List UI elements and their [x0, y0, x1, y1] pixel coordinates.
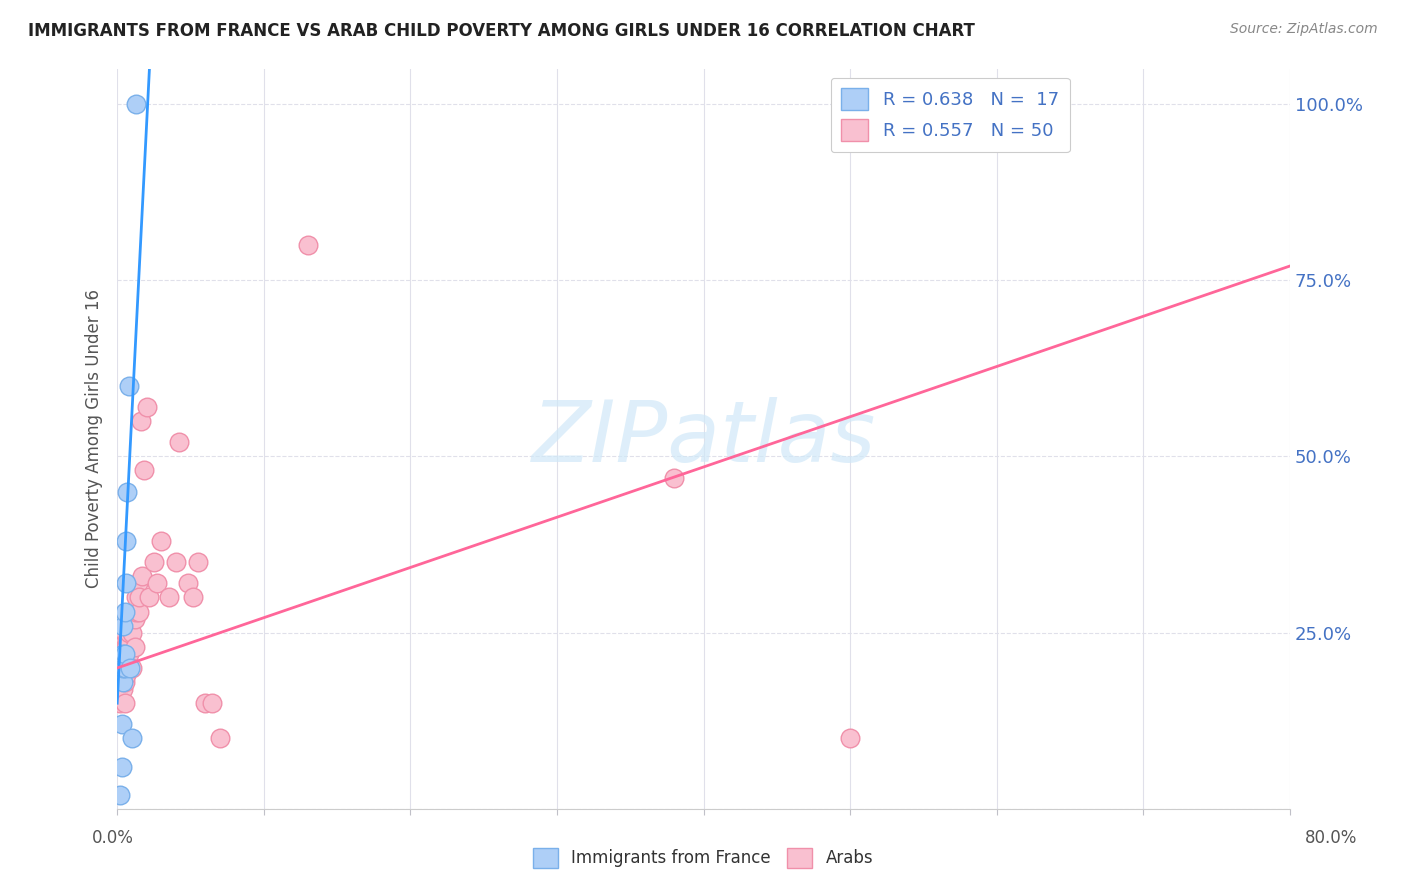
Point [128, 591, 150, 605]
Point [115, 668, 138, 682]
Point [131, 569, 153, 583]
Point [121, 661, 143, 675]
Point [208, 731, 231, 746]
Point [839, 731, 862, 746]
Point [194, 696, 217, 710]
Point [122, 605, 145, 619]
Point [664, 470, 686, 484]
Legend: Immigrants from France, Arabs: Immigrants from France, Arabs [526, 841, 880, 875]
Point [112, 661, 135, 675]
Point [108, 696, 131, 710]
Point [120, 661, 142, 675]
Point [114, 647, 136, 661]
Point [115, 640, 138, 654]
Point [125, 591, 148, 605]
Point [128, 605, 150, 619]
Point [112, 661, 135, 675]
Point [114, 661, 136, 675]
Point [108, 788, 131, 802]
Point [115, 534, 138, 549]
Legend: R = 0.638   N =  17, R = 0.557   N = 50: R = 0.638 N = 17, R = 0.557 N = 50 [831, 78, 1070, 153]
Y-axis label: Child Poverty Among Girls Under 16: Child Poverty Among Girls Under 16 [86, 289, 103, 588]
Point [117, 484, 139, 499]
Point [125, 605, 148, 619]
Point [150, 534, 173, 549]
Point [117, 632, 139, 647]
Point [183, 591, 205, 605]
Point [114, 696, 136, 710]
Text: ZIPatlas: ZIPatlas [531, 397, 876, 480]
Point [114, 640, 136, 654]
Point [121, 731, 143, 746]
Point [110, 717, 132, 731]
Text: Source: ZipAtlas.com: Source: ZipAtlas.com [1230, 22, 1378, 37]
Point [120, 611, 142, 625]
Point [157, 591, 180, 605]
Point [124, 611, 146, 625]
Point [132, 463, 155, 477]
Point [110, 647, 132, 661]
Point [127, 576, 149, 591]
Text: 80.0%: 80.0% [1305, 829, 1357, 847]
Point [110, 668, 132, 682]
Point [118, 647, 141, 661]
Point [118, 379, 141, 393]
Point [112, 647, 135, 661]
Point [107, 675, 129, 690]
Point [112, 682, 135, 697]
Point [129, 414, 152, 428]
Point [115, 576, 138, 591]
Point [176, 576, 198, 591]
Point [108, 661, 131, 675]
Point [114, 625, 136, 640]
Point [187, 555, 209, 569]
Text: IMMIGRANTS FROM FRANCE VS ARAB CHILD POVERTY AMONG GIRLS UNDER 16 CORRELATION CH: IMMIGRANTS FROM FRANCE VS ARAB CHILD POV… [28, 22, 974, 40]
Point [121, 625, 143, 640]
Point [124, 640, 146, 654]
Point [146, 576, 169, 591]
Point [112, 647, 135, 661]
Point [112, 618, 135, 632]
Point [112, 675, 135, 690]
Point [138, 591, 160, 605]
Point [165, 555, 187, 569]
Point [142, 555, 165, 569]
Point [114, 605, 136, 619]
Point [201, 696, 224, 710]
Point [167, 435, 190, 450]
Point [118, 625, 141, 640]
Point [114, 675, 136, 690]
Point [135, 400, 157, 414]
Point [114, 661, 136, 675]
Point [297, 237, 319, 252]
Point [117, 661, 139, 675]
Point [125, 96, 148, 111]
Point [110, 760, 132, 774]
Text: 0.0%: 0.0% [91, 829, 134, 847]
